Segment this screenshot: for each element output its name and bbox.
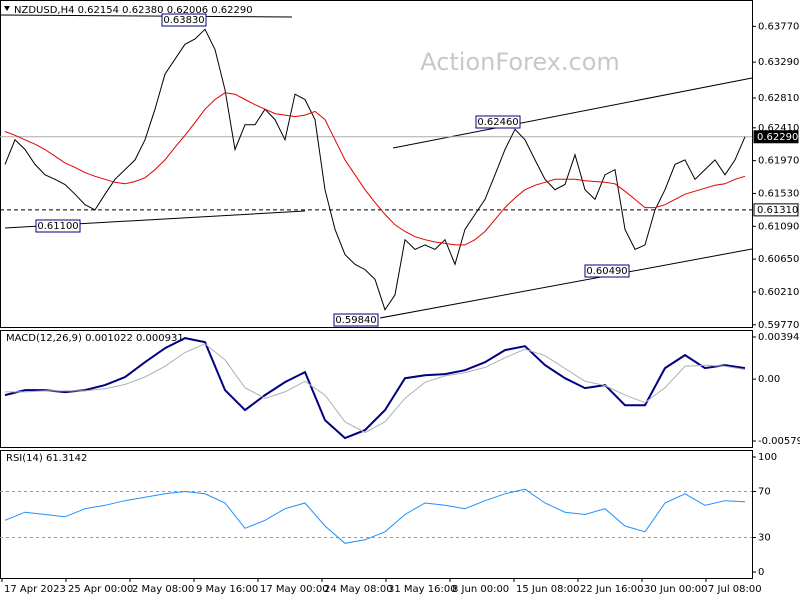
x-tick-label: 2 May 08:00 [132,584,194,595]
header: NZDUSD,H4 0.62154 0.62380 0.62006 0.6229… [14,5,253,16]
level-label: 0.62290 [757,132,798,143]
x-tick-label: 25 Apr 00:00 [68,584,133,595]
y-tick-label: 30 [758,533,771,544]
y-tick-label: -0.005797 [758,436,800,447]
trendline [0,14,293,18]
y-tick-label: 0.59770 [758,320,799,331]
y-tick-label: 0.60650 [758,254,799,265]
annotation-box [475,115,521,129]
trendline [379,248,753,319]
annotation: 0.61100 [37,221,78,232]
annotation: 0.63830 [163,15,204,26]
y-tick-label: 0.61530 [758,188,799,199]
y-tick-label: 70 [758,486,771,497]
y-tick-label: 100 [758,452,777,463]
y-tick-label: 0.003948 [758,332,800,343]
level-box [753,203,799,217]
y-tick-label: 0.61970 [758,156,799,167]
series-line [4,488,746,544]
y-tick-label: 0.60210 [758,287,799,298]
macd-pane [0,330,753,448]
annotation-box [35,219,81,233]
series-line [4,337,746,440]
y-tick-label: 0.63770 [758,21,799,32]
annotation-box [333,313,379,327]
x-tick-label: 15 Jun 08:00 [516,584,580,595]
y-tick-label: 0 [758,567,764,578]
y-tick-label: 0.63290 [758,57,799,68]
menu-icon [4,6,10,11]
series-line [5,343,746,434]
y-tick-label: 0.62410 [758,123,799,134]
macd-title: MACD(12,26,9) 0.001022 0.000931 [6,333,184,344]
level-label: 0.61310 [757,205,798,216]
y-tick-label: 0.00 [758,374,780,385]
annotation: 0.62460 [477,117,518,128]
x-tick-label: 24 May 08:00 [324,584,393,595]
series-line [4,92,746,246]
annotation-box [584,264,630,278]
x-tick-label: 22 Jun 16:00 [580,584,644,595]
level-box [753,130,799,144]
x-tick-label: 30 Jun 00:00 [644,584,708,595]
annotation-box [161,13,207,27]
x-tick-label: 17 May 00:00 [260,584,329,595]
watermark: ActionForex.com [420,48,620,76]
y-tick-label: 0.62810 [758,93,799,104]
rsi-title: RSI(14) 61.3142 [6,453,87,464]
series-line [4,28,746,311]
x-tick-label: 31 May 16:00 [388,584,457,595]
annotation: 0.60490 [586,266,627,277]
rsi-pane [0,450,753,579]
x-tick-label: 7 Jul 08:00 [708,584,762,595]
annotation: 0.59840 [335,315,376,326]
x-tick-label: 17 Apr 2023 [4,584,66,595]
x-tick-label: 9 May 16:00 [196,584,258,595]
price-pane [0,0,753,328]
y-tick-label: 0.61090 [758,221,799,232]
x-tick-label: 8 Jun 00:00 [452,584,509,595]
